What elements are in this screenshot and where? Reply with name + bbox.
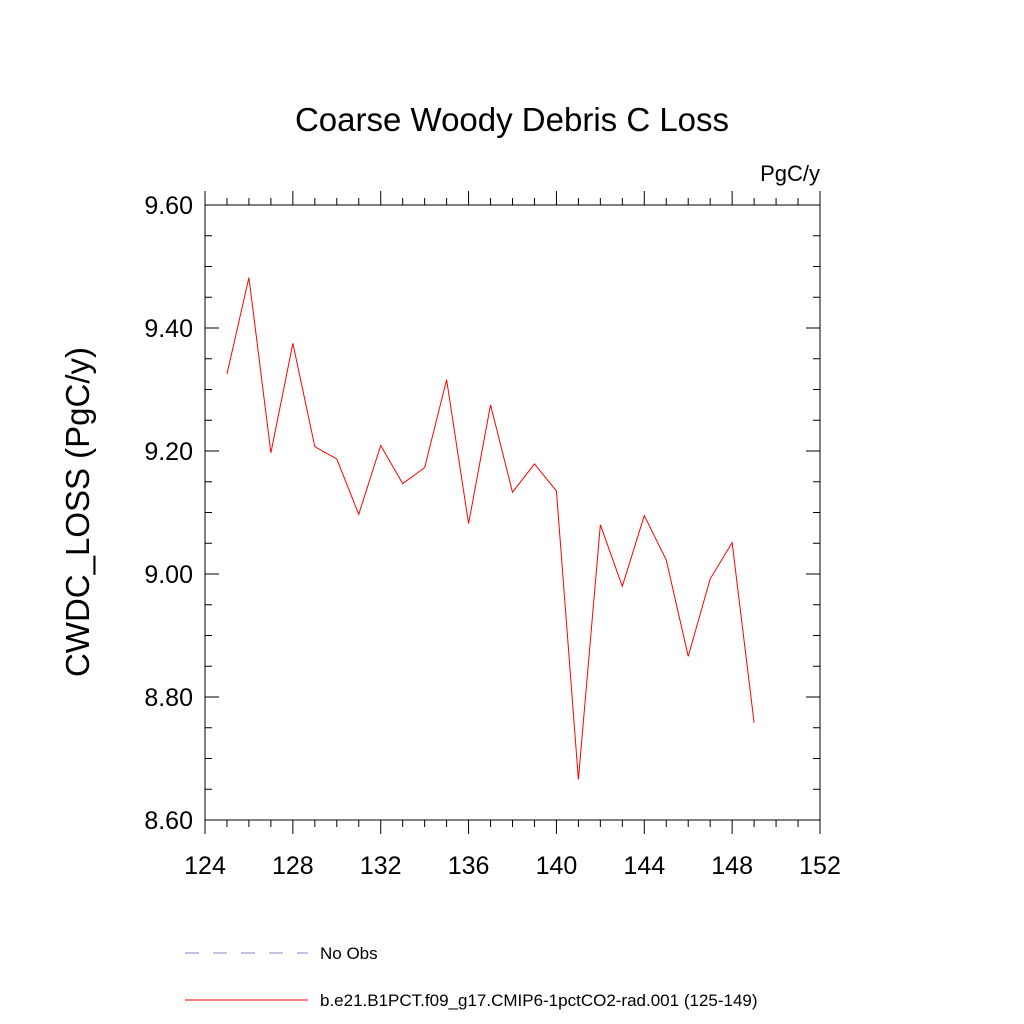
axis-ticks <box>204 191 821 834</box>
x-tick-label: 144 <box>623 852 665 880</box>
series-group <box>226 277 755 780</box>
x-tick-label: 140 <box>536 852 578 880</box>
series-line <box>226 277 755 780</box>
y-tick-label: 9.40 <box>144 315 193 343</box>
x-tick-label: 148 <box>711 852 753 880</box>
y-tick-label: 8.60 <box>144 807 193 835</box>
x-tick-label: 124 <box>184 852 226 880</box>
x-tick-label: 132 <box>360 852 402 880</box>
x-tick-label: 136 <box>448 852 490 880</box>
y-tick-label: 9.00 <box>144 561 193 589</box>
y-axis-label: CWDC_LOSS (PgC/y) <box>59 347 96 677</box>
tick-labels: 124 128 132 136 140 144 148 152 8.60 8.80 9.00 9.20… <box>144 192 841 880</box>
legend: No Obs b.e21.B1PCT.f09_g17.CMIP6-1pctCO2-… <box>185 944 758 1010</box>
units-label: PgC/y <box>760 161 820 186</box>
chart-title: Coarse Woody Debris C Loss <box>295 101 729 138</box>
legend-label: No Obs <box>320 944 378 963</box>
legend-label: b.e21.B1PCT.f09_g17.CMIP6-1pctCO2-rad.00… <box>320 991 758 1010</box>
y-tick-label: 9.20 <box>144 438 193 466</box>
y-tick-label: 9.60 <box>144 192 193 220</box>
x-tick-label: 128 <box>272 852 314 880</box>
plot-frame <box>204 204 821 821</box>
y-tick-label: 8.80 <box>144 684 193 712</box>
x-tick-label: 152 <box>799 852 841 880</box>
